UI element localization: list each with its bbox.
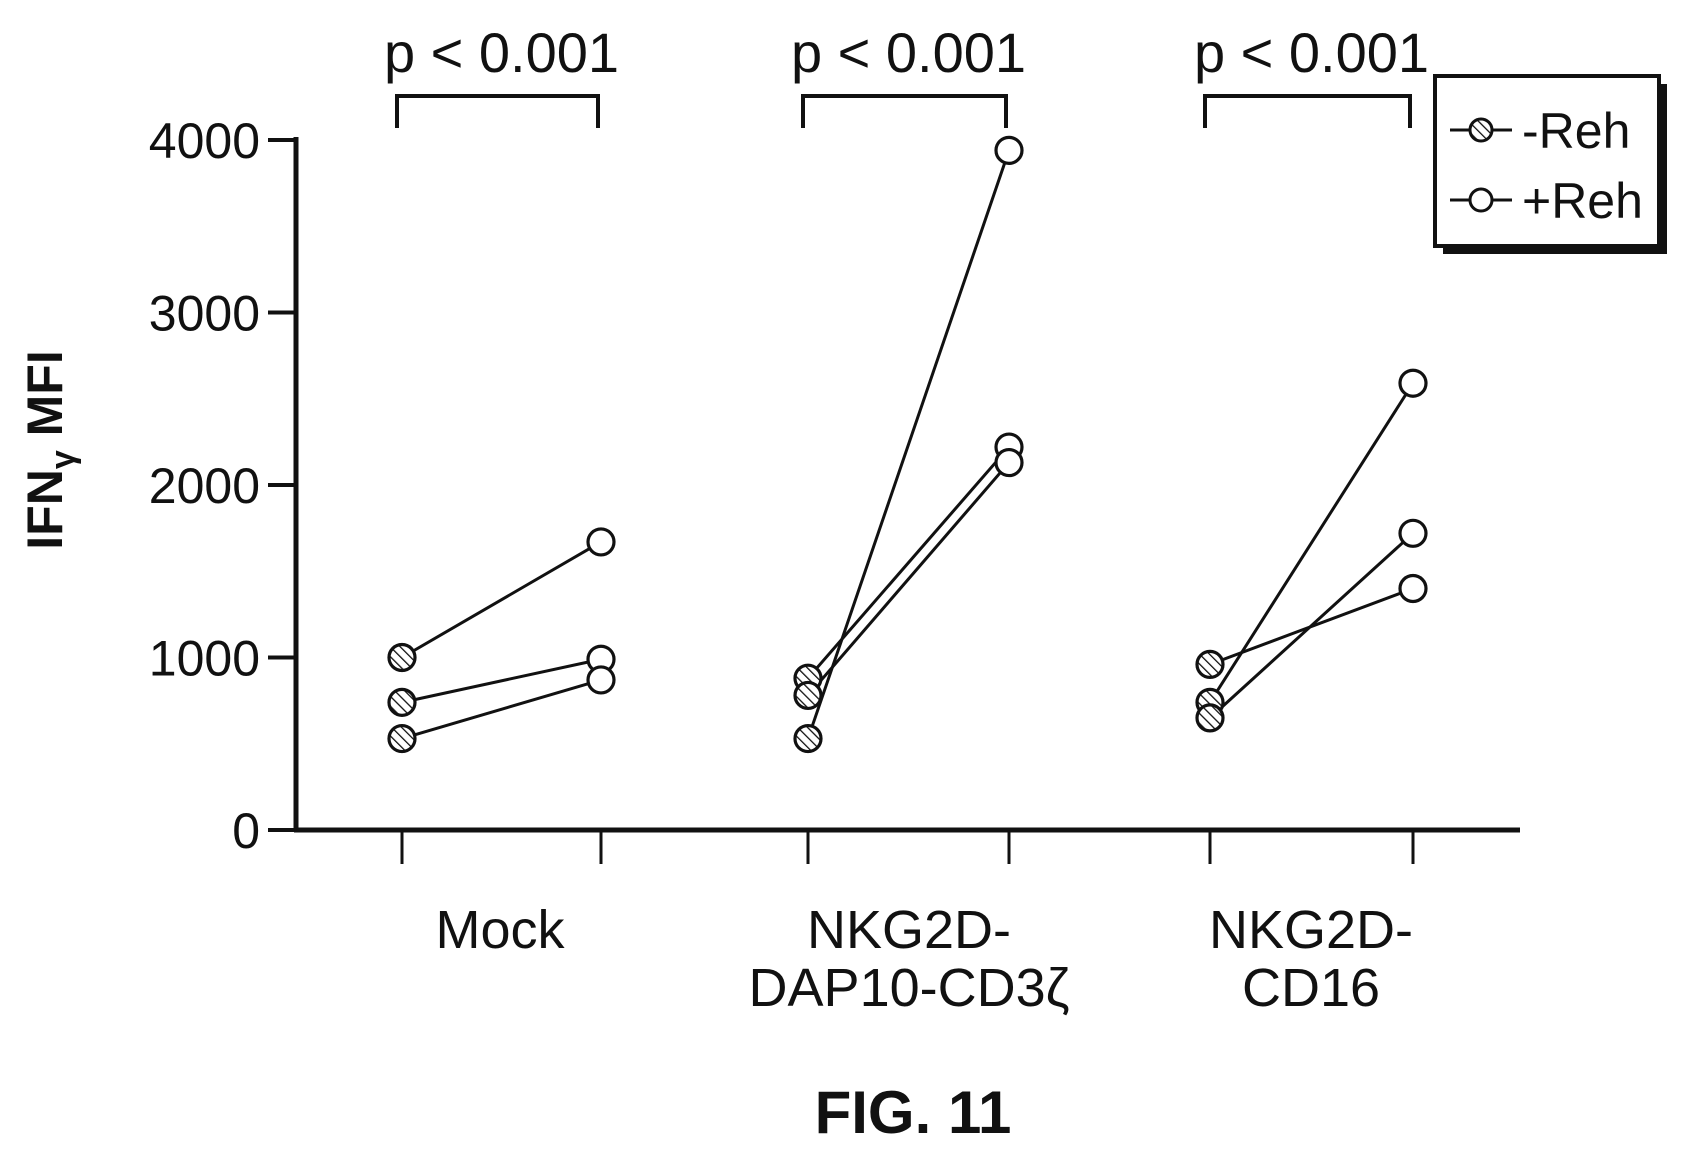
figure-label: FIG. 11 xyxy=(815,1079,1012,1146)
data-point-plus-reh xyxy=(586,665,616,695)
pair-line xyxy=(806,446,1011,680)
data-series xyxy=(387,135,1428,754)
data-point-minus-reh xyxy=(387,687,417,717)
paired-markers xyxy=(387,135,1428,754)
data-point-minus-reh xyxy=(793,723,823,754)
data-point-minus-reh xyxy=(1195,649,1225,680)
pair-line xyxy=(401,678,602,741)
category-label: DAP10-CD3ζ xyxy=(749,958,1070,1018)
category-label: Mock xyxy=(435,900,565,960)
axes xyxy=(293,137,1520,833)
y-tick-label: 0 xyxy=(232,803,260,859)
category-label: CD16 xyxy=(1242,958,1380,1018)
category-label: NKG2D- xyxy=(1209,900,1413,960)
data-point-plus-reh xyxy=(1398,368,1428,398)
y-tick-label: 1000 xyxy=(149,631,260,687)
legend-marker-plus-reh xyxy=(1468,187,1494,213)
legend-label-minus-reh: -Reh xyxy=(1522,103,1630,159)
y-axis-label-main: IFN xyxy=(17,469,73,550)
paired-lines xyxy=(401,149,1415,741)
data-point-plus-reh xyxy=(1398,518,1428,548)
pair-line xyxy=(1208,532,1415,719)
data-point-plus-reh xyxy=(994,135,1024,165)
pair-line xyxy=(806,461,1011,697)
data-point-minus-reh xyxy=(387,642,417,673)
significance-brackets: p < 0.001 p < 0.001 p < 0.001 xyxy=(384,21,1429,128)
p-value-label: p < 0.001 xyxy=(1194,21,1429,84)
data-point-plus-reh xyxy=(994,447,1024,478)
y-axis-label-subscript: γ xyxy=(44,450,82,469)
y-axis-ticks: 0 1000 2000 3000 4000 xyxy=(149,113,296,859)
significance-bracket xyxy=(801,94,1008,128)
y-tick-label: 4000 xyxy=(149,113,260,169)
data-point-minus-reh xyxy=(387,723,417,754)
pair-line xyxy=(401,657,602,704)
data-point-plus-reh xyxy=(1398,573,1428,604)
p-value-label: p < 0.001 xyxy=(791,21,1026,84)
y-axis-label: IFNγ MFI xyxy=(17,350,82,549)
p-value-label: p < 0.001 xyxy=(384,21,619,84)
data-point-plus-reh xyxy=(586,527,616,557)
category-label: NKG2D- xyxy=(807,900,1011,960)
legend-marker-minus-reh xyxy=(1468,117,1494,143)
pair-line xyxy=(1208,382,1415,704)
y-axis-label-tail: MFI xyxy=(17,350,73,450)
legend-box xyxy=(1433,74,1661,248)
legend-label-plus-reh: +Reh xyxy=(1522,173,1643,229)
pair-line xyxy=(401,540,602,659)
y-tick-label: 2000 xyxy=(149,458,260,514)
legend: -Reh +Reh xyxy=(1433,74,1667,254)
significance-bracket xyxy=(395,94,600,128)
pair-line xyxy=(806,149,1011,740)
y-tick-label: 3000 xyxy=(149,286,260,342)
data-point-minus-reh xyxy=(793,680,823,711)
significance-bracket xyxy=(1203,94,1412,128)
data-point-minus-reh xyxy=(1195,703,1225,733)
